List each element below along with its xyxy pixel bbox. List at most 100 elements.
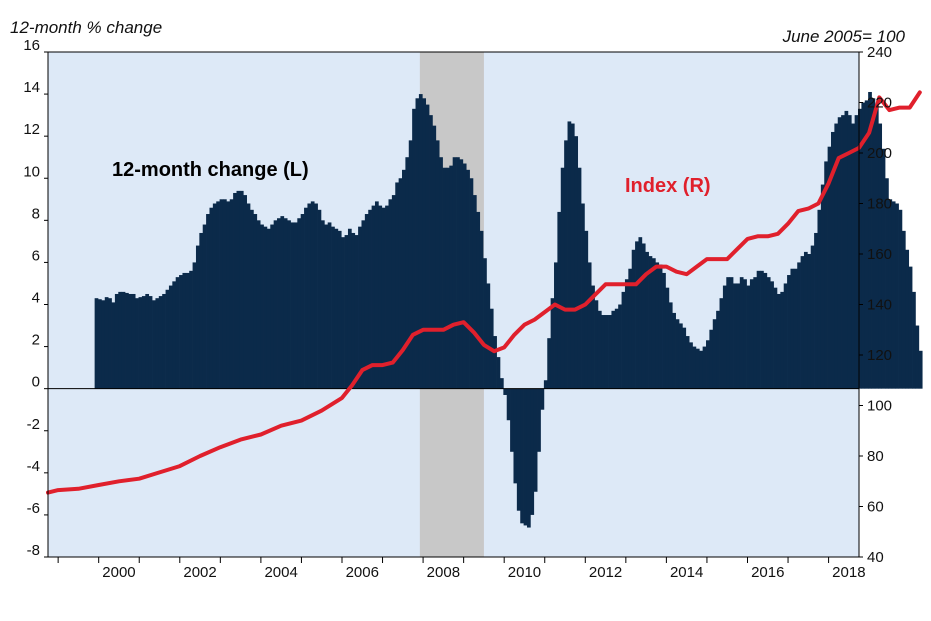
bar (472, 195, 477, 389)
bar (878, 123, 883, 389)
bars-annotation: 12-month change (L) (112, 159, 309, 181)
bar (901, 230, 906, 389)
bar (378, 205, 383, 389)
bar (638, 237, 643, 389)
bar (179, 275, 183, 389)
bar (395, 182, 399, 389)
bar (287, 220, 291, 389)
bar (908, 266, 913, 389)
bar (864, 100, 869, 389)
bar (803, 251, 808, 389)
bar (560, 167, 565, 389)
bar (635, 241, 639, 389)
left-tick-label: -4 (27, 458, 40, 475)
right-tick-label: 220 (867, 95, 892, 112)
bar (820, 184, 825, 389)
bar (530, 388, 535, 515)
right-tick-label: 240 (867, 44, 892, 61)
bar (192, 262, 197, 389)
bar (358, 226, 362, 389)
bar (121, 291, 126, 389)
bar (209, 207, 214, 389)
left-tick-label: 8 (32, 205, 40, 222)
bar (118, 291, 123, 389)
right-tick-label: 60 (867, 499, 884, 516)
bar (314, 203, 318, 389)
bar (709, 329, 714, 389)
x-tick-label: 2000 (102, 564, 135, 581)
bar (800, 256, 805, 389)
bar (98, 299, 102, 389)
bar (814, 232, 818, 389)
bar (462, 163, 467, 389)
bar (300, 214, 305, 389)
bar (111, 302, 116, 389)
bar (327, 222, 332, 389)
bar (337, 230, 342, 389)
bar (608, 315, 612, 389)
bar (101, 300, 106, 389)
bar (891, 201, 896, 389)
bar (526, 388, 531, 528)
bar (577, 167, 582, 389)
left-tick-label: 2 (32, 332, 40, 349)
bar (844, 110, 849, 389)
bar (550, 298, 555, 389)
bar (125, 292, 129, 389)
bar (621, 291, 626, 389)
bar (341, 237, 345, 389)
bar (290, 222, 295, 389)
bar (219, 199, 224, 389)
x-tick-label: 2002 (183, 564, 216, 581)
bar (155, 298, 160, 389)
bar (604, 315, 609, 389)
bar (499, 378, 504, 389)
bar (246, 203, 251, 389)
bar (435, 140, 440, 389)
bar (523, 388, 528, 526)
line-annotation: Index (R) (625, 175, 711, 197)
bar (476, 211, 481, 389)
left-tick-label: 12 (23, 121, 40, 138)
bar (797, 262, 801, 389)
bar (824, 161, 828, 389)
bar (168, 285, 173, 389)
bar (689, 342, 693, 389)
bar (398, 178, 403, 389)
bar (331, 226, 335, 389)
bar (351, 232, 356, 389)
bar (364, 214, 369, 389)
bar (412, 108, 416, 389)
bar (347, 228, 352, 389)
bar (493, 336, 497, 389)
bar (256, 220, 261, 389)
bar (162, 293, 166, 389)
bar (216, 201, 220, 389)
bar (547, 338, 551, 389)
left-axis-title: 12-month % change (10, 18, 163, 37)
bar (557, 211, 562, 389)
bar (540, 388, 545, 410)
right-tick-label: 140 (867, 297, 892, 314)
bar (506, 388, 511, 421)
bar (391, 195, 396, 389)
bar (449, 165, 454, 389)
left-tick-label: -6 (27, 500, 40, 517)
left-tick-label: 14 (23, 79, 40, 96)
right-tick-label: 180 (867, 196, 892, 213)
bar (439, 157, 443, 389)
bar (263, 226, 268, 389)
bar (594, 300, 599, 389)
bar (388, 199, 393, 389)
bar (790, 268, 795, 389)
bar (915, 325, 920, 389)
bar (861, 102, 866, 389)
bar (601, 315, 606, 389)
bar (618, 304, 622, 389)
bar (614, 308, 619, 389)
bar (148, 296, 153, 389)
bar (371, 205, 376, 389)
bar (837, 117, 842, 389)
bar (206, 214, 210, 389)
